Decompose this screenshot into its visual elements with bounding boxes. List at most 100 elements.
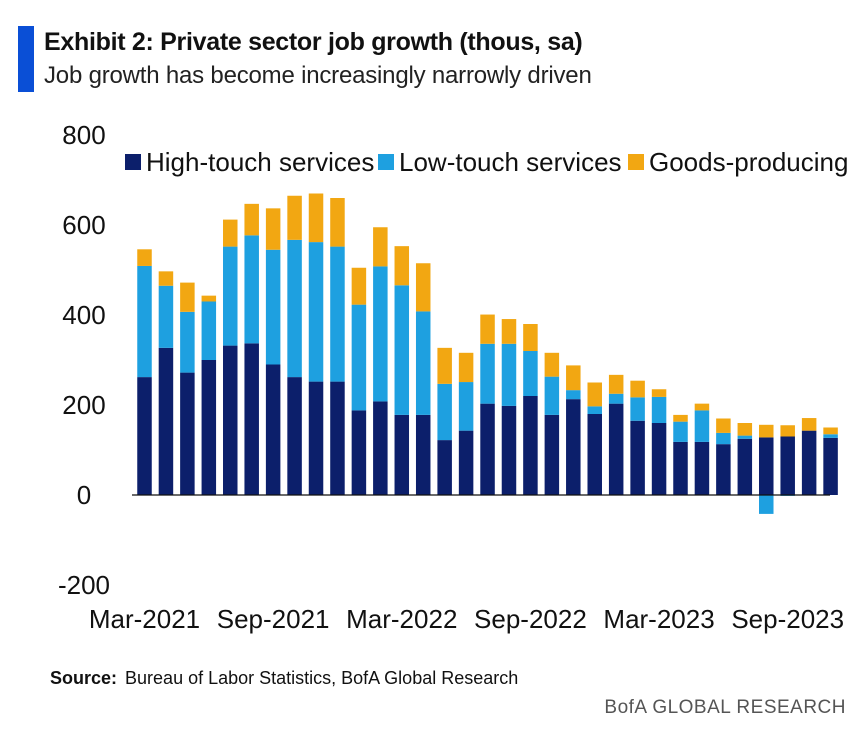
bar-goods-jan-2022 xyxy=(351,267,367,305)
bar-goods-aug-2022 xyxy=(501,319,517,344)
bar-low-touch-jul-2022 xyxy=(480,343,495,404)
legend-swatch-high-touch xyxy=(125,154,141,170)
bar-high-touch-apr-2022 xyxy=(415,414,431,495)
bar-high-touch-dec-2022 xyxy=(587,414,602,495)
bar-goods-may-2021 xyxy=(180,282,195,312)
bar-goods-aug-2021 xyxy=(244,203,259,236)
bar-high-touch-sep-2022 xyxy=(523,396,538,495)
source-label: Source: xyxy=(50,668,118,688)
bar-goods-jun-2021 xyxy=(201,295,217,302)
y-tick-label: 200 xyxy=(62,390,105,420)
bar-goods-oct-2022 xyxy=(544,352,560,377)
bar-high-touch-aug-2021 xyxy=(244,343,259,495)
bar-high-touch-oct-2023 xyxy=(801,430,817,495)
bar-goods-jun-2023 xyxy=(716,418,731,433)
source-note: Source: Bureau of Labor Statistics, BofA … xyxy=(50,668,518,689)
bar-goods-feb-2022 xyxy=(373,227,388,267)
bar-high-touch-mar-2023 xyxy=(651,423,667,495)
bar-high-touch-jun-2021 xyxy=(201,360,217,495)
bar-goods-oct-2021 xyxy=(287,195,302,240)
bar-low-touch-may-2023 xyxy=(694,410,710,442)
bar-high-touch-oct-2021 xyxy=(287,377,302,495)
bar-low-touch-apr-2021 xyxy=(158,285,174,348)
bar-goods-sep-2022 xyxy=(523,324,538,351)
bar-high-touch-nov-2022 xyxy=(566,399,581,495)
legend-label-low-touch: Low-touch services xyxy=(399,147,622,177)
y-tick-label: 800 xyxy=(62,120,105,150)
bar-low-touch-jun-2021 xyxy=(201,301,217,360)
bar-low-touch-nov-2023 xyxy=(823,434,838,438)
bar-goods-jul-2022 xyxy=(480,314,495,344)
chart-title: Exhibit 2: Private sector job growth (th… xyxy=(44,28,583,56)
y-tick-label: 0 xyxy=(77,480,91,510)
bar-goods-jan-2023 xyxy=(608,374,624,394)
bar-low-touch-apr-2023 xyxy=(673,421,688,442)
bar-high-touch-jun-2022 xyxy=(458,430,474,495)
bar-goods-may-2023 xyxy=(694,403,710,411)
x-tick-label: Mar-2023 xyxy=(603,604,714,634)
bar-high-touch-jan-2022 xyxy=(351,410,367,495)
bar-high-touch-nov-2021 xyxy=(308,381,324,495)
bar-goods-nov-2023 xyxy=(823,427,838,435)
bar-low-touch-jul-2023 xyxy=(737,435,753,439)
bar-goods-apr-2022 xyxy=(415,263,431,312)
x-tick-label: Mar-2022 xyxy=(346,604,457,634)
bar-low-touch-dec-2021 xyxy=(330,246,345,382)
bar-low-touch-mar-2021 xyxy=(137,265,152,378)
legend-swatch-low-touch xyxy=(378,154,394,170)
bar-high-touch-oct-2022 xyxy=(544,414,560,495)
bar-goods-nov-2022 xyxy=(566,365,581,391)
chart-subtitle: Job growth has become increasingly narro… xyxy=(44,62,592,89)
bar-goods-nov-2021 xyxy=(308,193,324,243)
bar-low-touch-oct-2022 xyxy=(544,376,560,415)
bar-low-touch-sep-2022 xyxy=(523,351,538,396)
bar-low-touch-dec-2022 xyxy=(587,406,602,414)
bar-low-touch-oct-2021 xyxy=(287,239,302,378)
x-tick-label: Sep-2021 xyxy=(217,604,330,634)
bar-high-touch-aug-2023 xyxy=(759,437,774,495)
bar-high-touch-jun-2023 xyxy=(716,444,731,495)
bar-low-touch-jan-2022 xyxy=(351,304,367,411)
bar-high-touch-apr-2021 xyxy=(158,347,174,495)
legend-label-goods: Goods-producing xyxy=(649,147,848,177)
bar-goods-apr-2023 xyxy=(673,414,688,422)
bar-low-touch-nov-2022 xyxy=(566,390,581,400)
bar-low-touch-nov-2021 xyxy=(308,242,324,382)
stacked-bar-chart: -200 0 200 400 600 800 Mar-2021 Sep-2021 Mar-202… xyxy=(58,120,848,634)
bar-low-touch-jun-2023 xyxy=(716,432,731,445)
x-tick-label: Mar-2021 xyxy=(89,604,200,634)
bar-low-touch-mar-2023 xyxy=(651,396,667,423)
bar-low-touch-aug-2021 xyxy=(244,235,259,344)
source-text: Bureau of Labor Statistics, BofA Global … xyxy=(125,668,519,688)
bar-high-touch-jul-2021 xyxy=(223,345,238,495)
bar-low-touch-mar-2022 xyxy=(394,285,410,415)
bar-high-touch-may-2023 xyxy=(694,441,710,495)
bar-low-touch-may-2022 xyxy=(437,383,452,441)
legend-swatch-goods xyxy=(628,154,644,170)
bar-high-touch-feb-2022 xyxy=(373,401,388,495)
bar-goods-mar-2023 xyxy=(651,389,667,397)
y-tick-label: -200 xyxy=(58,570,110,600)
bar-high-touch-mar-2022 xyxy=(394,414,410,495)
bar-high-touch-dec-2021 xyxy=(330,381,345,495)
bar-high-touch-jul-2022 xyxy=(480,403,495,495)
bar-low-touch-aug-2022 xyxy=(501,343,517,406)
bar-high-touch-sep-2021 xyxy=(265,364,281,495)
brand-logo-text: BofA GLOBAL RESEARCH xyxy=(604,697,846,718)
bar-low-touch-apr-2022 xyxy=(415,311,431,415)
bar-goods-jun-2022 xyxy=(458,352,474,383)
bar-goods-jul-2023 xyxy=(737,423,753,436)
bar-goods-dec-2022 xyxy=(587,382,602,407)
bar-high-touch-may-2021 xyxy=(180,372,195,495)
x-tick-label: Sep-2023 xyxy=(731,604,844,634)
bar-high-touch-jan-2023 xyxy=(608,403,624,495)
y-tick-label: 600 xyxy=(62,210,105,240)
legend-label-high-touch: High-touch services xyxy=(146,147,374,177)
y-tick-label: 400 xyxy=(62,300,105,330)
bar-high-touch-feb-2023 xyxy=(630,420,645,495)
bar-goods-jul-2021 xyxy=(223,219,238,247)
bar-goods-dec-2021 xyxy=(330,198,345,247)
bar-goods-may-2022 xyxy=(437,347,452,384)
bar-goods-apr-2021 xyxy=(158,271,174,286)
bar-high-touch-nov-2023 xyxy=(823,437,838,495)
